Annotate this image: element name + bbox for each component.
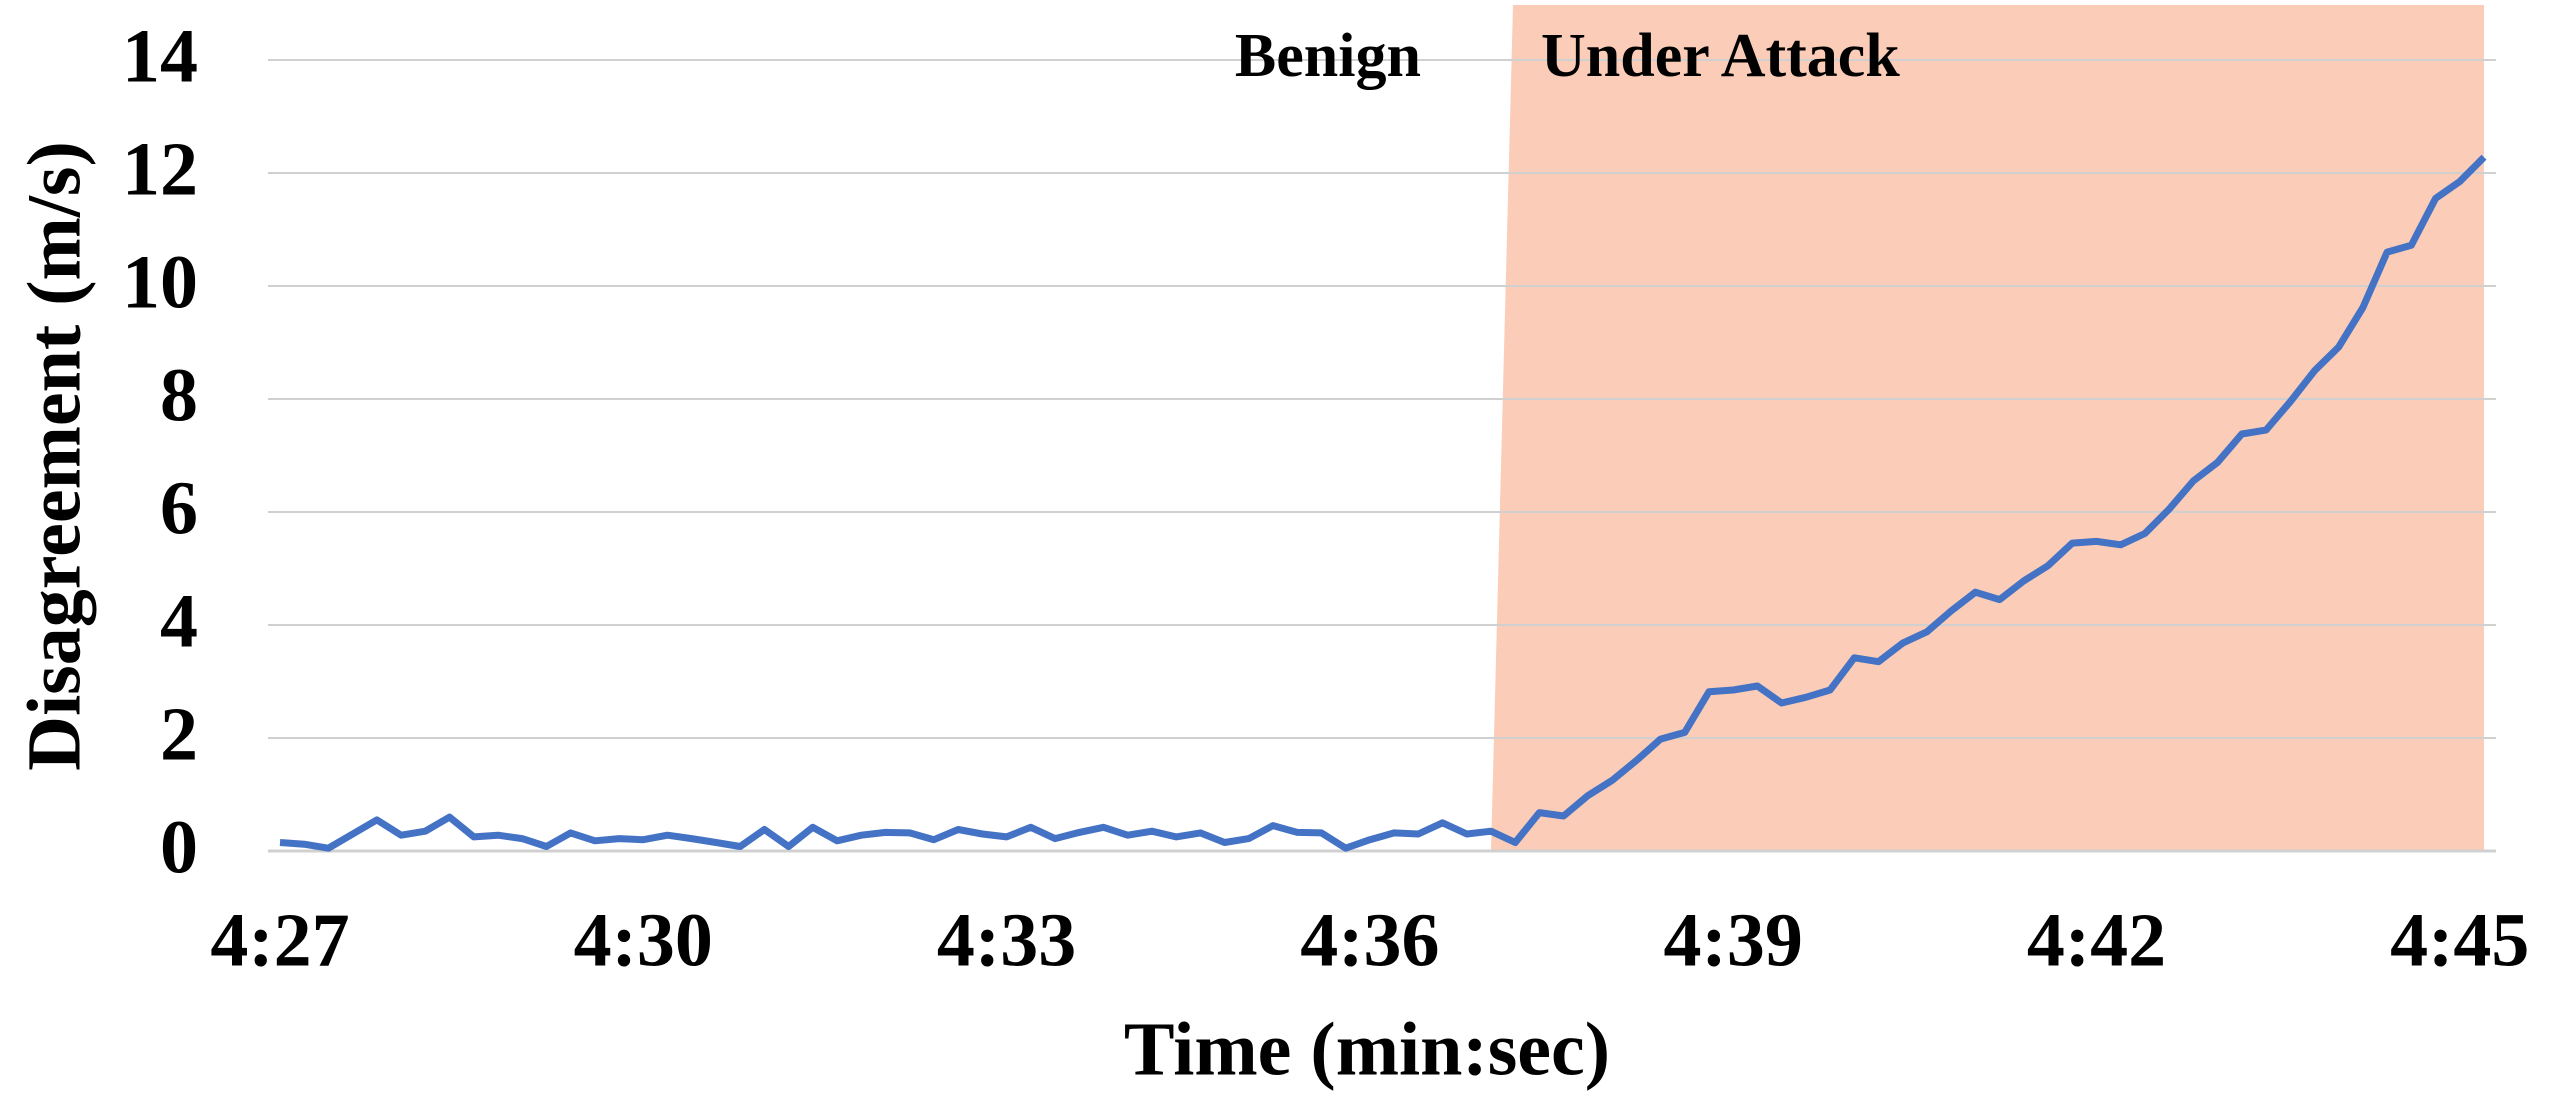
x-axis-label: Time (min:sec) (1124, 1007, 1610, 1091)
y-tick-label: 10 (122, 240, 198, 324)
data-line (279, 154, 2487, 852)
x-tick-label: 4:42 (2027, 898, 2166, 982)
y-tick-label: 2 (160, 692, 198, 776)
annotation: Under Attack (1541, 22, 1900, 90)
x-tick-label: 4:27 (210, 898, 349, 982)
x-tick-label: 4:30 (574, 898, 713, 982)
y-tick-label: 14 (122, 14, 198, 98)
attack-region (1490, 5, 2484, 851)
y-tick-label: 4 (160, 579, 198, 663)
x-tick-label: 4:39 (1664, 898, 1803, 982)
annotation: Benign (1235, 22, 1421, 90)
y-tick-label: 12 (122, 127, 198, 211)
y-tick-label: 6 (160, 466, 198, 550)
x-tick-label: 4:33 (937, 898, 1076, 982)
x-tick-label: 4:36 (1300, 898, 1439, 982)
y-tick-label: 8 (160, 353, 198, 437)
y-axis-label: Disagreement (m/s) (12, 141, 96, 771)
x-tick-label: 4:45 (2390, 898, 2529, 982)
y-tick-label: 0 (160, 805, 198, 889)
